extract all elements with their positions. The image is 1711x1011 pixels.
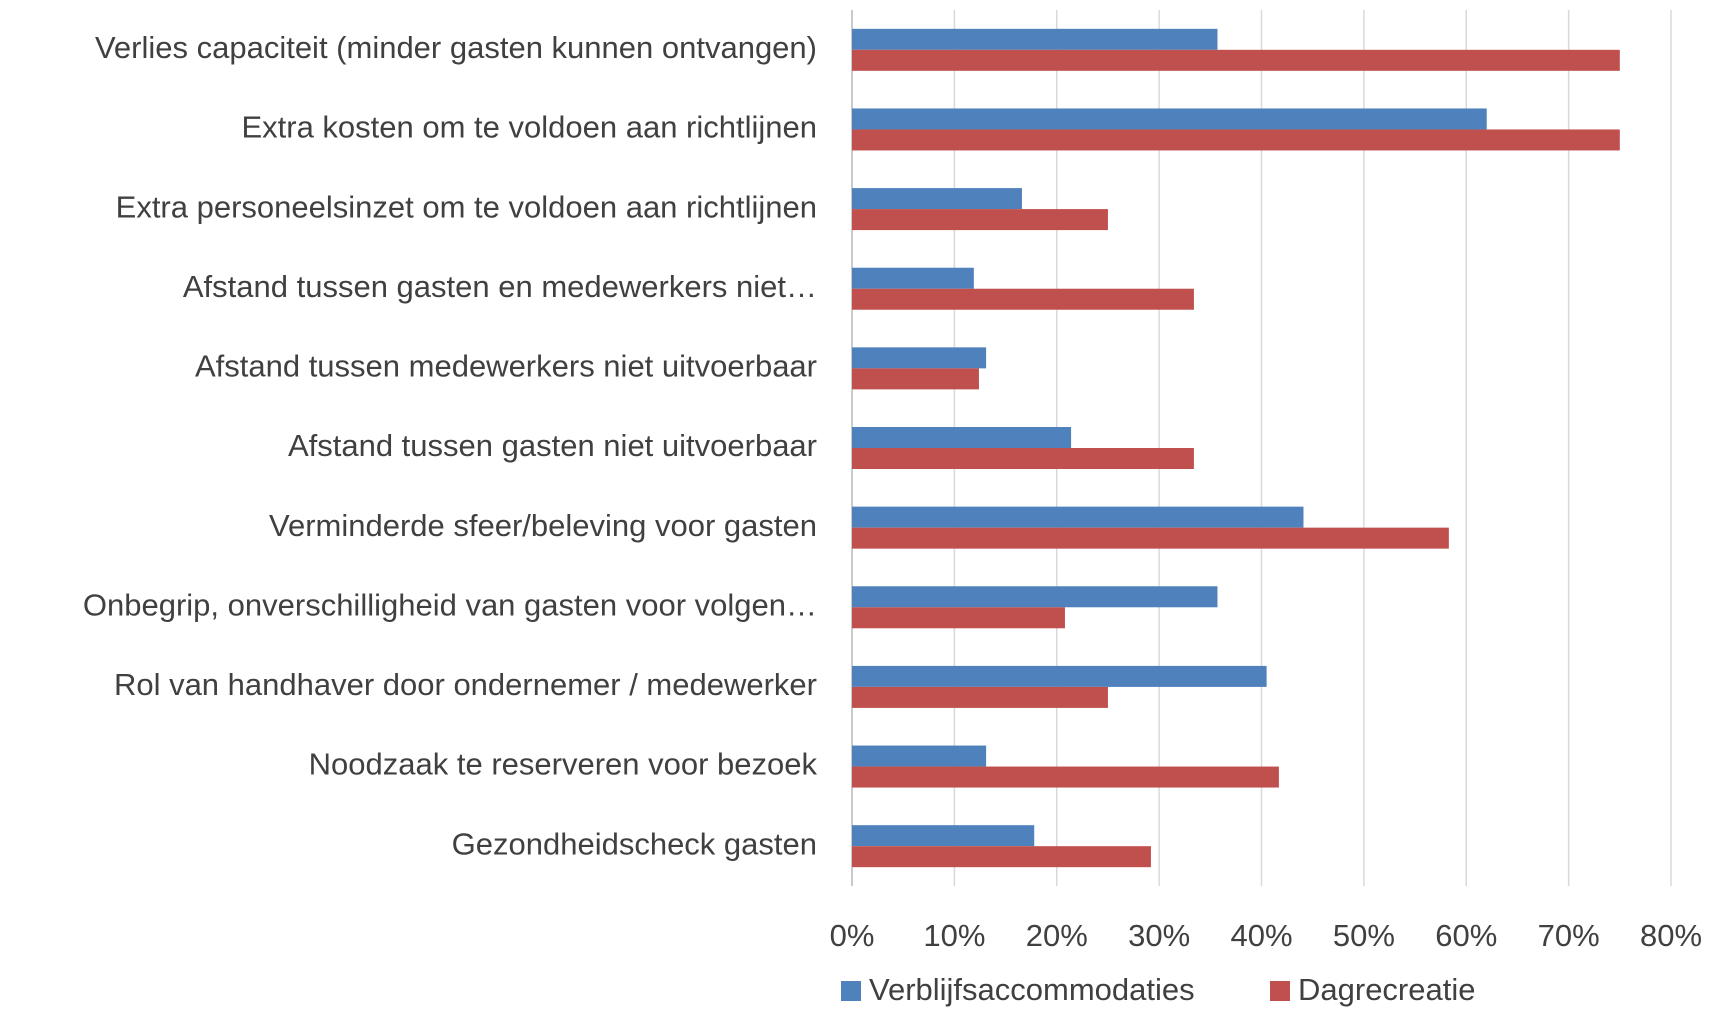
y-tick-label: Afstand tussen medewerkers niet uitvoerb… <box>195 349 817 384</box>
bar <box>852 745 987 767</box>
y-tick-label: Extra personeelsinzet om te voldoen aan … <box>116 189 817 224</box>
y-tick-label: Verminderde sfeer/beleving voor gasten <box>269 508 817 543</box>
bar <box>852 427 1072 448</box>
y-tick-label: Extra kosten om te voldoen aan richtlijn… <box>241 110 817 145</box>
y-tick-label: Afstand tussen gasten en medewerkers nie… <box>183 269 817 304</box>
bar <box>852 368 979 390</box>
legend-swatch <box>841 981 861 1001</box>
bar <box>852 686 1108 708</box>
x-tick-label: 60% <box>1435 918 1497 953</box>
bar <box>852 448 1194 469</box>
x-tick-label: 80% <box>1640 918 1702 953</box>
bar <box>852 607 1065 629</box>
x-tick-label: 70% <box>1538 918 1600 953</box>
y-tick-label: Noodzaak te reserveren voor bezoek <box>309 747 818 782</box>
y-tick-label: Gezondheidscheck gasten <box>452 826 817 861</box>
bar <box>852 188 1022 210</box>
bar <box>852 347 987 369</box>
legend-swatch <box>1270 981 1290 1001</box>
bar <box>852 665 1267 687</box>
bar <box>852 49 1620 71</box>
bar <box>852 108 1487 130</box>
x-tick-label: 40% <box>1230 918 1292 953</box>
bar <box>852 527 1449 549</box>
bar <box>852 129 1620 151</box>
bar <box>852 209 1108 231</box>
bar <box>852 267 974 289</box>
y-tick-label: Verlies capaciteit (minder gasten kunnen… <box>95 30 817 65</box>
x-tick-label: 50% <box>1333 918 1395 953</box>
bar <box>852 766 1279 788</box>
legend-label: Dagrecreatie <box>1298 972 1475 1007</box>
x-tick-label: 20% <box>1026 918 1088 953</box>
bar <box>852 506 1304 528</box>
x-tick-label: 30% <box>1128 918 1190 953</box>
x-tick-label: 0% <box>830 918 875 953</box>
bar <box>852 28 1218 50</box>
y-tick-label: Afstand tussen gasten niet uitvoerbaar <box>288 428 817 463</box>
x-tick-label: 10% <box>923 918 985 953</box>
bar <box>852 586 1218 608</box>
bar <box>852 825 1035 847</box>
legend-label: Verblijfsaccommodaties <box>869 972 1195 1007</box>
bar <box>852 846 1151 868</box>
y-tick-label: Onbegrip, onverschilligheid van gasten v… <box>83 587 817 622</box>
bar <box>852 288 1194 310</box>
y-tick-label: Rol van handhaver door ondernemer / mede… <box>114 667 817 702</box>
